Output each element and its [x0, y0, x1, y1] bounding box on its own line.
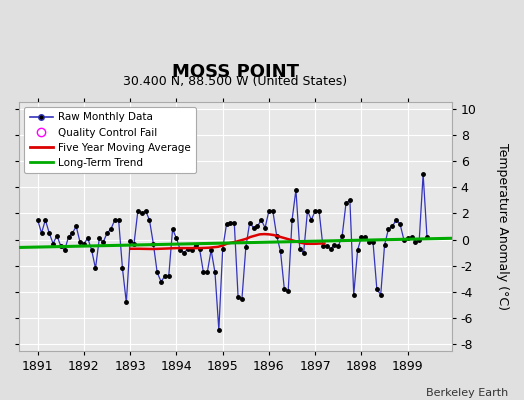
Y-axis label: Temperature Anomaly (°C): Temperature Anomaly (°C)	[496, 143, 509, 310]
Title: MOSS POINT: MOSS POINT	[172, 63, 299, 81]
Text: 30.400 N, 88.500 W (United States): 30.400 N, 88.500 W (United States)	[123, 75, 347, 88]
Legend: Raw Monthly Data, Quality Control Fail, Five Year Moving Average, Long-Term Tren: Raw Monthly Data, Quality Control Fail, …	[25, 107, 195, 173]
Text: Berkeley Earth: Berkeley Earth	[426, 388, 508, 398]
